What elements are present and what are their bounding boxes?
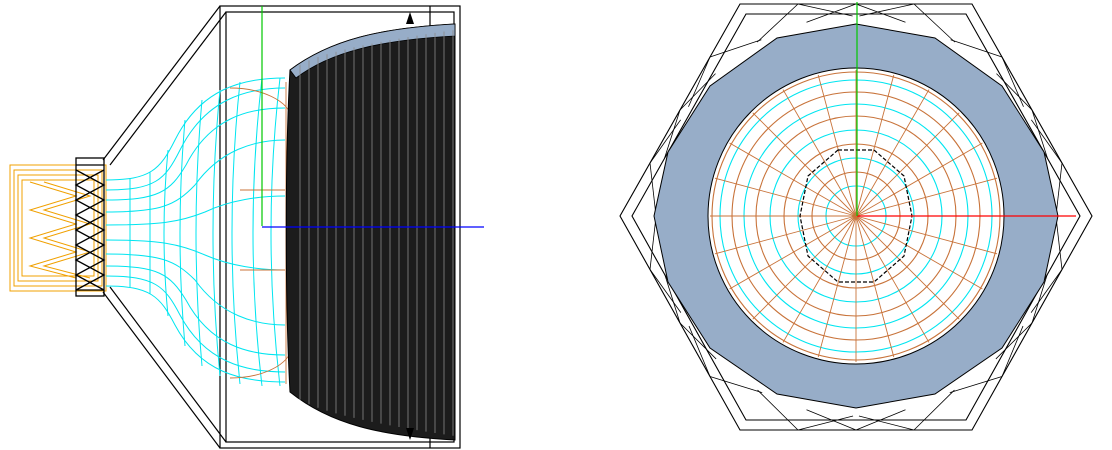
hexagon-truss: [619, 3, 1093, 431]
spoke: [729, 215, 857, 290]
truss-strut: [949, 376, 1003, 394]
radial-spokes: [710, 70, 1002, 362]
inner-orange-mesh: [229, 82, 293, 384]
truss-strut: [950, 39, 1003, 58]
spoke: [817, 215, 857, 358]
truss-strut: [996, 73, 1033, 111]
spoke: [855, 112, 960, 217]
spoke: [782, 89, 857, 217]
truss-strut: [688, 325, 711, 377]
truss-strut: [855, 409, 906, 431]
spoke: [782, 215, 857, 343]
truss-strut: [797, 3, 853, 17]
spoke: [855, 142, 983, 217]
truss-strut: [859, 3, 915, 17]
truss-strut: [709, 376, 763, 394]
spoke: [855, 215, 960, 320]
spoke: [855, 215, 998, 255]
truss-struts: [649, 3, 1063, 431]
truss-strut: [664, 109, 681, 159]
drum-ribs: [299, 30, 454, 436]
truss-strut: [1001, 325, 1024, 377]
spoke: [714, 177, 857, 217]
truss-strut: [855, 3, 906, 23]
horn-mesh: [105, 77, 286, 387]
truss-strut: [1031, 109, 1048, 159]
truss-strut: [756, 3, 799, 43]
truss-strut: [649, 119, 681, 164]
spoke: [855, 177, 998, 217]
truss-strut: [664, 274, 681, 324]
truss-strut: [797, 415, 854, 431]
truss-strut: [709, 39, 762, 58]
truss-strut: [806, 409, 857, 431]
spoke: [714, 215, 857, 255]
spoke: [855, 215, 983, 290]
truss-strut: [649, 269, 682, 313]
truss-strut: [1030, 269, 1063, 313]
truss-strut: [858, 415, 915, 431]
truss-strut: [1031, 119, 1063, 164]
truss-strut: [757, 389, 799, 431]
truss-strut: [1031, 274, 1048, 324]
truss-strut: [913, 3, 956, 43]
coil-bundle: [9, 164, 107, 292]
truss-strut: [649, 216, 657, 270]
truss-strut: [1001, 56, 1024, 107]
truss-strut: [1055, 216, 1063, 270]
inner-octagon: [799, 149, 913, 283]
connector-block: [74, 157, 106, 297]
spoke: [855, 74, 895, 217]
spoke: [855, 215, 930, 343]
spoke: [817, 74, 857, 217]
edge-markers: [406, 12, 414, 440]
spoke: [729, 142, 857, 217]
end-view-wireframe: [619, 2, 1093, 431]
side-view-wireframe: [9, 5, 484, 449]
drum-body: [285, 23, 456, 441]
truss-strut: [913, 389, 955, 431]
spoke: [855, 89, 930, 217]
spoke: [855, 215, 895, 358]
spoke: [752, 215, 857, 320]
truss-strut: [649, 162, 657, 216]
truss-strut: [806, 3, 857, 23]
truss-strut: [1055, 162, 1063, 216]
truss-strut: [679, 322, 717, 360]
truss-strut: [688, 56, 711, 107]
truss-strut: [679, 73, 716, 111]
spoke: [752, 112, 857, 217]
truss-strut: [995, 322, 1033, 360]
